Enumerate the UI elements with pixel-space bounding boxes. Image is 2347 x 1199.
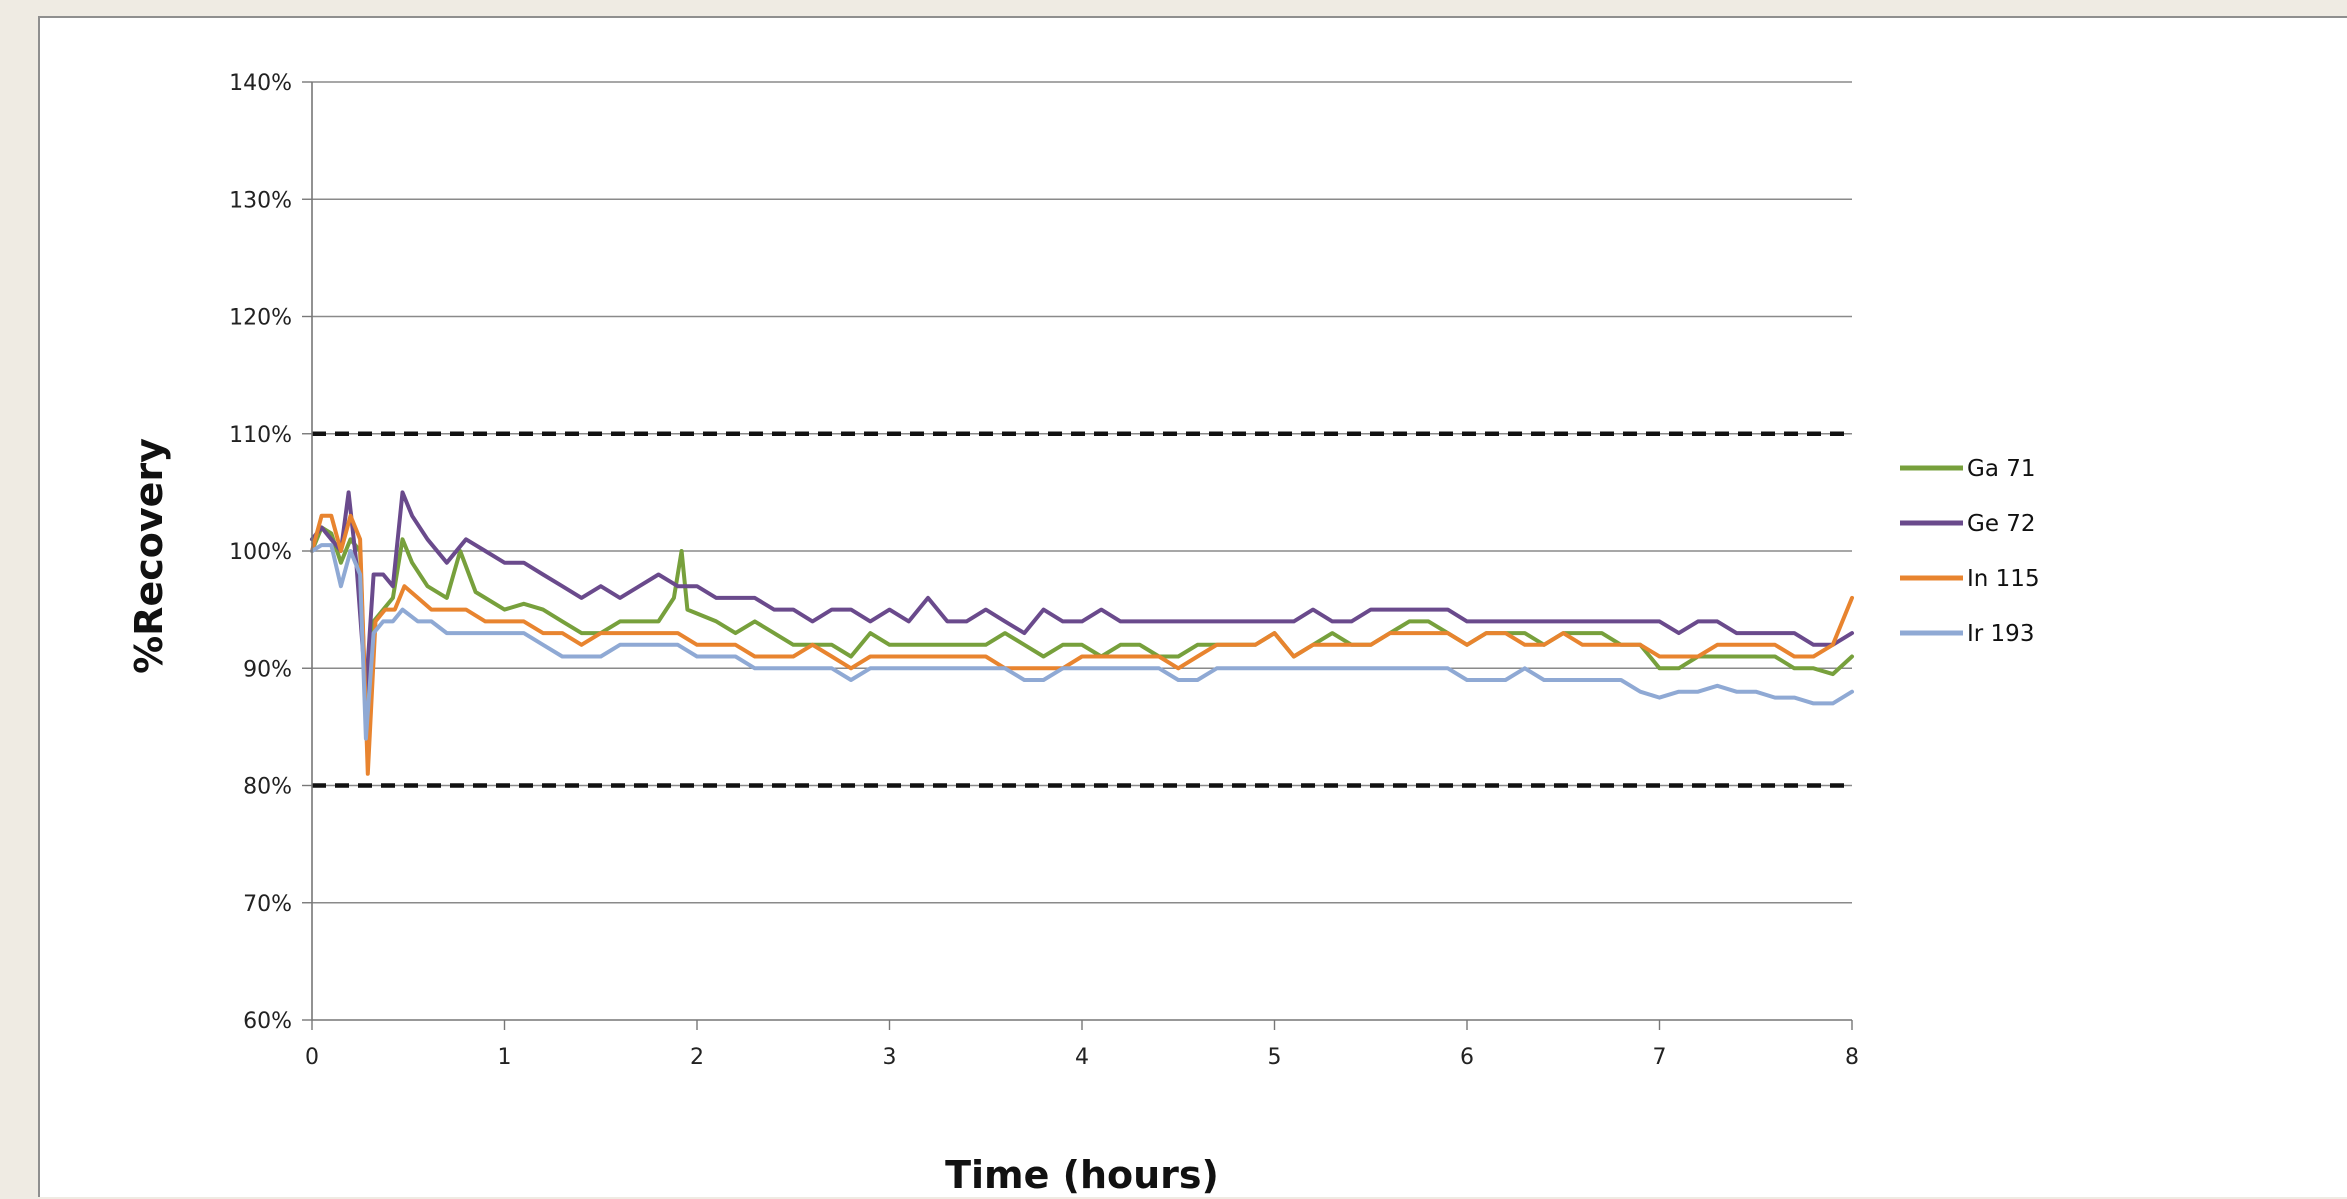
legend-label: Ge 72: [1967, 511, 2036, 537]
series-line-in-115: [310, 513, 1854, 776]
x-tick-label: 2: [690, 1045, 704, 1070]
axes: 60% 70% 80% 90% 100% 110% 120% 130% 140% 0 1 2 3 4 5 6 7…: [229, 71, 1859, 1070]
y-tick-label: 80%: [243, 775, 292, 800]
x-axis-title: Time (hours): [945, 1153, 1219, 1197]
line-chart: 60% 70% 80% 90% 100% 110% 120% 130% 140% 0 1 2 3 4 5 6 7…: [127, 71, 2040, 1197]
y-tick-label: 100%: [229, 540, 292, 565]
legend-label: In 115: [1967, 566, 2040, 592]
x-tick-label: 6: [1460, 1045, 1474, 1070]
x-tick-label: 0: [305, 1045, 319, 1070]
legend-label: Ga 71: [1967, 456, 2036, 482]
x-tick-label: 1: [498, 1045, 512, 1070]
series-line-ge-72: [310, 490, 1854, 694]
x-tick-label: 4: [1075, 1045, 1089, 1070]
series-line-ir-193: [310, 543, 1854, 741]
y-tick-label: 60%: [243, 1009, 292, 1034]
y-tick-label: 140%: [229, 71, 292, 96]
grid-lines: [312, 81, 1852, 904]
y-tick-label: 130%: [229, 188, 292, 213]
y-tick-label: 120%: [229, 306, 292, 331]
x-tick-label: 3: [883, 1045, 897, 1070]
x-tick-label: 8: [1845, 1045, 1859, 1070]
series-line-ga-71: [310, 525, 1854, 718]
y-axis-title: %Recovery: [127, 438, 171, 674]
legend-label: Ir 193: [1967, 621, 2034, 647]
chart-panel: 60% 70% 80% 90% 100% 110% 120% 130% 140% 0 1 2 3 4 5 6 7…: [38, 16, 2347, 1197]
series-lines: [310, 490, 1854, 776]
x-tick-label: 5: [1268, 1045, 1282, 1070]
x-tick-label: 7: [1653, 1045, 1667, 1070]
y-tick-label: 70%: [243, 892, 292, 917]
y-tick-label: 90%: [243, 657, 292, 682]
legend: Ga 71 Ge 72 In 115 Ir 193: [1900, 456, 2040, 647]
limit-lines: [312, 431, 1852, 788]
y-tick-label: 110%: [229, 423, 292, 448]
